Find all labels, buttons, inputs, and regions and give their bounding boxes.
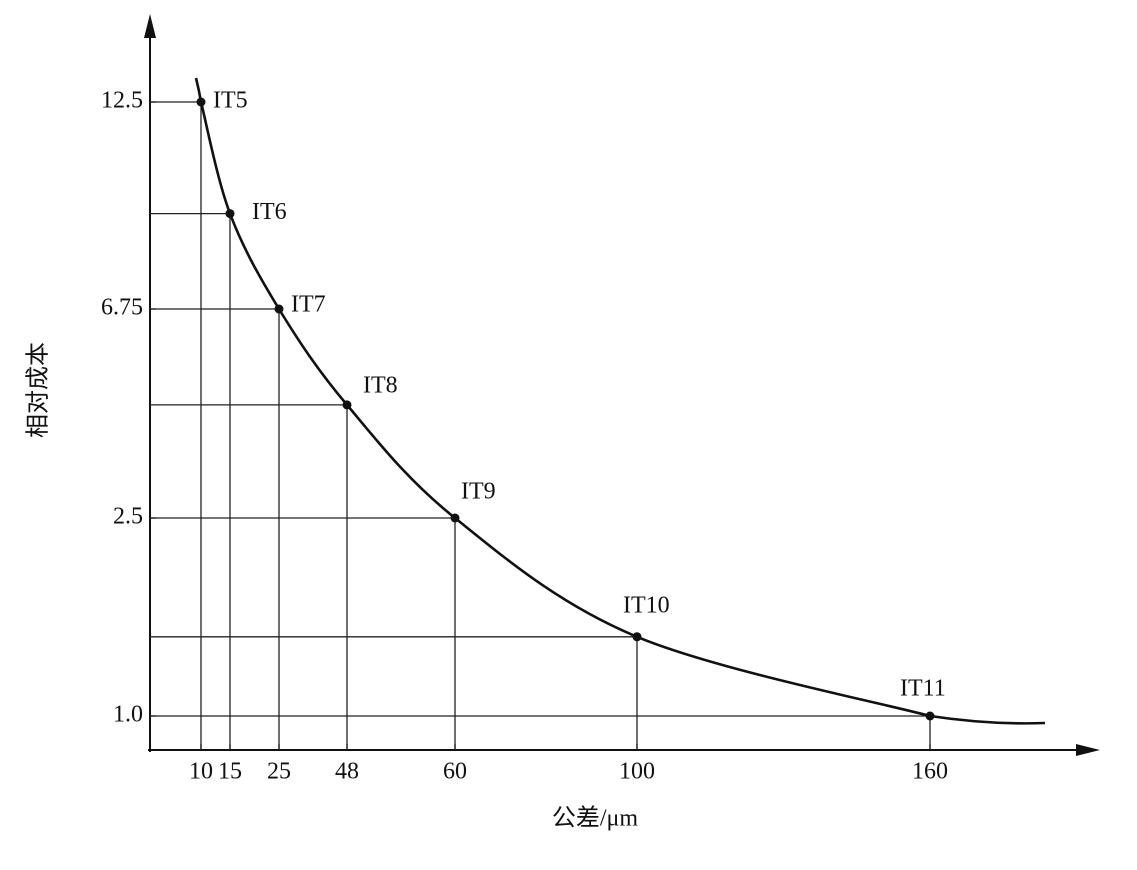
y-tick-label: 1.0 <box>113 702 143 728</box>
data-point <box>632 632 642 642</box>
y-tick-label: 6.75 <box>101 295 143 321</box>
point-label: IT11 <box>900 676 946 702</box>
x-tick-label: 48 <box>335 759 359 785</box>
point-label: IT7 <box>291 292 326 318</box>
data-point <box>342 400 352 410</box>
point-label: IT8 <box>363 372 398 398</box>
data-point <box>196 97 206 107</box>
x-axis-arrow <box>1076 744 1100 756</box>
data-point <box>274 304 284 314</box>
data-point <box>225 209 235 219</box>
data-point <box>450 513 460 523</box>
y-axis-arrow <box>144 14 156 38</box>
x-tick-label: 160 <box>912 759 948 785</box>
curve-extension <box>929 714 1046 725</box>
x-tick-label: 10 <box>189 759 213 785</box>
x-tick-label: 25 <box>267 759 291 785</box>
point-label: IT6 <box>252 199 287 225</box>
curve <box>199 101 931 718</box>
y-tick-label: 2.5 <box>113 504 143 530</box>
y-axis-label: 相对成本 <box>25 342 52 438</box>
point-label: IT9 <box>461 479 496 505</box>
x-axis-label: 公差/μm <box>552 805 639 832</box>
x-tick-label: 15 <box>218 759 242 785</box>
point-label: IT5 <box>213 88 248 114</box>
x-tick-label: 60 <box>443 759 467 785</box>
point-label: IT10 <box>623 592 670 618</box>
y-tick-label: 12.5 <box>101 88 143 114</box>
x-tick-label: 100 <box>619 759 655 785</box>
data-point <box>925 711 935 721</box>
